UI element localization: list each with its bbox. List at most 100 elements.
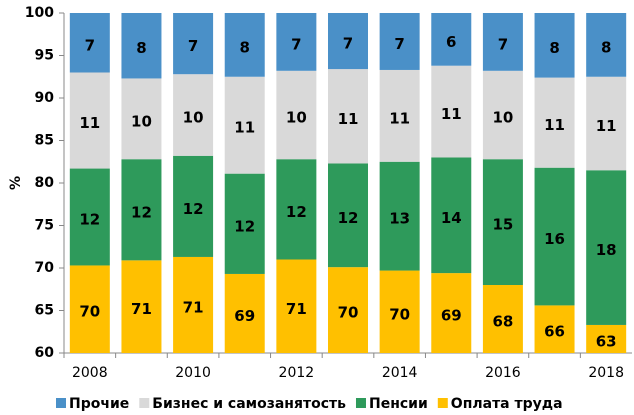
- bar-segment: [534, 77, 575, 168]
- data-label: 11: [234, 119, 255, 137]
- data-label: 12: [338, 209, 359, 227]
- bar-segment: [482, 285, 523, 353]
- bar-segment: [276, 259, 317, 353]
- bar-segment: [173, 155, 214, 257]
- bar-segment: [586, 170, 627, 325]
- y-tick-label: 60: [35, 345, 55, 361]
- data-label: 15: [492, 216, 513, 234]
- bar-segment: [173, 74, 214, 156]
- data-label: 68: [492, 313, 513, 331]
- data-label: 71: [183, 298, 204, 316]
- legend-swatch: [56, 398, 66, 408]
- bar-segment: [328, 163, 368, 268]
- legend-label: Оплата труда: [451, 396, 563, 412]
- legend-label: Пенсии: [369, 396, 428, 412]
- legend-label: Бизнес и самозанятость: [152, 396, 346, 412]
- data-label: 70: [389, 305, 410, 323]
- x-tick-label: 2012: [279, 365, 315, 381]
- data-label: 11: [338, 110, 359, 128]
- bar-segment: [121, 159, 162, 261]
- y-tick-label: 100: [25, 5, 54, 21]
- bar-segment: [328, 69, 368, 164]
- data-label: 7: [394, 35, 404, 53]
- bar-segment: [534, 13, 575, 78]
- data-label: 12: [79, 211, 100, 229]
- bar-segment: [534, 167, 575, 306]
- bar-segment: [379, 69, 420, 162]
- legend-swatch: [355, 398, 366, 408]
- bar-segment: [276, 13, 317, 71]
- x-tick-label: 2014: [382, 365, 418, 381]
- data-label: 8: [601, 38, 611, 56]
- data-label: 11: [596, 117, 617, 135]
- data-label: 71: [286, 300, 307, 318]
- data-label: 12: [234, 217, 255, 235]
- y-tick-label: 75: [35, 218, 54, 234]
- bar-segment: [121, 78, 162, 160]
- y-tick-label: 65: [35, 303, 54, 319]
- data-label: 63: [596, 332, 617, 350]
- bar-segment: [431, 273, 472, 353]
- bar-segment: [121, 13, 162, 79]
- data-label: 10: [183, 109, 204, 127]
- legend-swatch: [437, 398, 448, 408]
- x-tick-label: 2008: [72, 365, 108, 381]
- bar-segment: [69, 13, 110, 73]
- data-label: 70: [338, 304, 359, 322]
- bar-segment: [69, 72, 110, 169]
- data-label: 69: [234, 307, 255, 325]
- y-tick-label: 70: [35, 260, 55, 276]
- bar-segment: [224, 273, 265, 353]
- x-tick-label: 2018: [588, 365, 624, 381]
- bar-segment: [121, 260, 162, 353]
- bar-segment: [586, 13, 627, 77]
- data-label: 7: [498, 35, 508, 53]
- bar-segment: [482, 13, 523, 71]
- y-tick-label: 85: [35, 133, 54, 149]
- bar-segment: [534, 305, 575, 353]
- data-label: 7: [85, 36, 95, 54]
- data-label: 70: [79, 303, 100, 321]
- data-label: 7: [188, 37, 198, 55]
- bar-segment: [379, 270, 420, 353]
- bar-segment: [586, 324, 627, 353]
- bar-segment: [173, 13, 214, 75]
- bar-segment: [431, 65, 472, 158]
- x-tick-label: 2016: [485, 365, 521, 381]
- bar-segment: [328, 267, 368, 353]
- data-label: 8: [240, 38, 250, 56]
- data-label: 11: [441, 105, 462, 123]
- data-label: 11: [389, 109, 410, 127]
- bar-segment: [431, 13, 472, 66]
- data-label: 7: [343, 35, 353, 53]
- data-label: 12: [131, 203, 152, 221]
- bar-segment: [69, 168, 110, 266]
- y-tick-label: 90: [35, 90, 55, 106]
- bar-segment: [69, 265, 110, 353]
- bar-segment: [224, 76, 265, 174]
- data-label: 66: [544, 323, 565, 341]
- data-label: 6: [446, 33, 456, 51]
- bar-segment: [379, 13, 420, 70]
- data-label: 14: [441, 209, 462, 227]
- bar-segment: [328, 13, 368, 70]
- bar-segment: [431, 157, 472, 274]
- y-tick-label: 80: [35, 175, 55, 191]
- data-label: 10: [131, 112, 152, 130]
- data-label: 13: [389, 210, 410, 228]
- data-label: 16: [544, 230, 565, 248]
- data-label: 12: [183, 200, 204, 218]
- data-label: 12: [286, 203, 307, 221]
- bar-segment: [224, 173, 265, 274]
- bar-segment: [276, 70, 317, 160]
- y-axis-label: %: [8, 176, 24, 190]
- data-label: 71: [131, 300, 152, 318]
- bar-segment: [224, 13, 265, 77]
- bar-segment: [276, 159, 317, 260]
- x-tick-label: 2010: [175, 365, 211, 381]
- y-tick-label: 95: [35, 48, 54, 64]
- bar-segment: [379, 161, 420, 271]
- data-label: 8: [136, 39, 146, 57]
- bar-segment: [586, 76, 627, 171]
